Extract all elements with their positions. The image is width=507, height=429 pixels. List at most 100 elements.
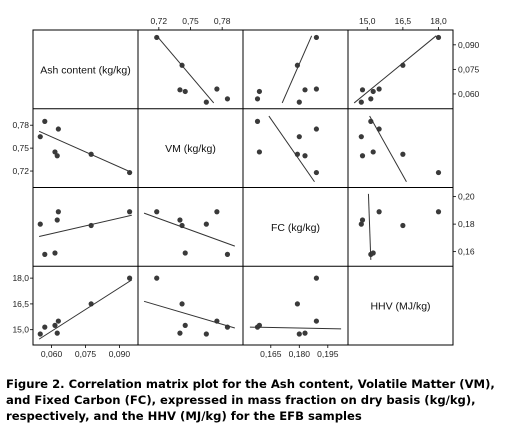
- data-point-vm-vs-hhv: [177, 330, 183, 336]
- tick-label-hhv: 16,5: [395, 16, 412, 26]
- diagonal-label-vm: VM (kg/kg): [165, 143, 216, 155]
- fit-line-fc-vs-vm: [268, 115, 315, 183]
- tick-label-hhv: 15,0: [359, 16, 376, 26]
- tick-label-hhv: 15,0: [12, 325, 29, 335]
- data-point-ash-vs-hhv: [127, 275, 133, 281]
- data-point-fc-vs-hhv: [302, 330, 308, 336]
- fit-line-hhv-vs-ash: [353, 35, 437, 104]
- data-point-ash-vs-hhv: [37, 331, 43, 337]
- fit-line-vm-vs-fc: [143, 212, 236, 247]
- tick-label-fc: 0,20: [458, 192, 475, 202]
- data-point-vm-vs-ash: [154, 34, 160, 41]
- tick-label-fc: 0,195: [317, 349, 339, 359]
- fit-line-fc-vs-hhv: [249, 326, 342, 330]
- data-point-hhv-vs-ash: [435, 34, 442, 41]
- data-point-vm-vs-ash: [203, 99, 209, 105]
- fit-line-ash-vs-hhv: [38, 279, 133, 340]
- tick-label-vm: 0,78: [214, 16, 231, 26]
- data-point-fc-vs-hhv: [256, 322, 262, 328]
- data-point-ash-vs-hhv: [42, 324, 48, 330]
- data-point-hhv-vs-ash: [376, 86, 382, 92]
- data-point-hhv-vs-ash: [370, 88, 376, 95]
- figure-caption: Figure 2. Correlation matrix plot for th…: [6, 377, 495, 423]
- data-point-fc-vs-vm: [296, 134, 302, 140]
- data-point-fc-vs-ash: [302, 87, 308, 93]
- data-point-ash-vs-vm: [55, 126, 61, 132]
- tick-label-fc: 0,18: [458, 219, 475, 229]
- data-point-ash-vs-vm: [52, 149, 58, 155]
- data-point-fc-vs-ash: [313, 34, 319, 41]
- data-point-vm-vs-fc: [154, 209, 160, 215]
- data-point-fc-vs-vm: [313, 169, 319, 176]
- data-point-ash-vs-vm: [42, 118, 48, 124]
- diagonal-label-ash: Ash content (kg/kg): [40, 64, 130, 76]
- data-point-vm-vs-fc: [177, 217, 183, 223]
- data-point-fc-vs-ash: [313, 86, 319, 92]
- data-point-ash-vs-hhv: [52, 322, 58, 328]
- data-point-vm-vs-hhv: [179, 301, 185, 307]
- data-point-hhv-vs-fc: [358, 221, 364, 227]
- tick-label-ash: 0,090: [109, 349, 131, 359]
- data-point-vm-vs-hhv: [182, 322, 188, 328]
- data-point-hhv-vs-vm: [400, 151, 406, 157]
- data-point-ash-vs-fc: [127, 209, 133, 215]
- tick-label-hhv: 18,0: [430, 16, 447, 26]
- tick-label-ash: 0,075: [458, 64, 480, 74]
- diagonal-label-fc: FC (kg/kg): [271, 222, 320, 234]
- data-point-vm-vs-fc: [214, 209, 220, 215]
- data-point-vm-vs-hhv: [154, 275, 160, 281]
- fit-line-hhv-vs-fc: [367, 193, 372, 260]
- data-point-ash-vs-vm: [37, 134, 43, 140]
- tick-label-vm: 0,75: [182, 16, 199, 26]
- data-point-ash-vs-vm: [54, 153, 60, 159]
- data-point-fc-vs-vm: [254, 118, 261, 124]
- data-point-hhv-vs-fc: [359, 217, 366, 223]
- tick-label-fc: 0,16: [458, 247, 475, 257]
- data-point-fc-vs-hhv: [313, 318, 319, 324]
- data-point-fc-vs-ash: [294, 62, 300, 68]
- data-point-vm-vs-ash: [224, 96, 231, 102]
- diagonal-label-hhv: HHV (MJ/kg): [370, 301, 430, 313]
- fit-line-ash-vs-vm: [38, 130, 133, 174]
- tick-label-vm: 0,72: [12, 166, 29, 176]
- fit-line-vm-vs-hhv: [143, 300, 235, 329]
- data-point-ash-vs-fc: [54, 217, 60, 223]
- tick-label-hhv: 18,0: [12, 273, 29, 283]
- data-point-hhv-vs-ash: [358, 99, 364, 105]
- data-point-hhv-vs-ash: [368, 96, 374, 102]
- data-point-fc-vs-hhv: [296, 331, 302, 337]
- data-point-hhv-vs-vm: [370, 149, 376, 155]
- tick-label-fc: 0,180: [289, 349, 311, 359]
- data-point-vm-vs-hhv: [203, 331, 209, 337]
- data-point-hhv-vs-ash: [359, 87, 366, 93]
- fit-line-ash-vs-fc: [39, 214, 132, 237]
- data-point-ash-vs-fc: [42, 251, 48, 257]
- fit-line-vm-vs-ash: [156, 35, 215, 104]
- data-point-vm-vs-fc: [224, 251, 231, 257]
- data-point-ash-vs-fc: [52, 250, 58, 256]
- data-point-fc-vs-ash: [296, 99, 302, 105]
- tick-label-vm: 0,72: [151, 16, 168, 26]
- data-point-fc-vs-hhv: [313, 275, 319, 281]
- data-point-ash-vs-hhv: [54, 330, 60, 336]
- data-point-hhv-vs-fc: [435, 209, 442, 215]
- tick-label-ash: 0,060: [458, 89, 480, 99]
- data-point-fc-vs-ash: [256, 88, 262, 95]
- data-point-hhv-vs-vm: [359, 153, 366, 159]
- fit-line-fc-vs-ash: [281, 35, 313, 104]
- tick-label-ash: 0,075: [75, 349, 97, 359]
- data-point-hhv-vs-vm: [358, 134, 364, 140]
- data-point-ash-vs-fc: [37, 221, 43, 227]
- data-point-hhv-vs-fc: [400, 222, 406, 229]
- tick-label-vm: 0,75: [12, 143, 29, 153]
- data-point-vm-vs-ash: [182, 88, 188, 95]
- data-point-hhv-vs-vm: [435, 169, 442, 176]
- fit-line-hhv-vs-vm: [369, 115, 407, 182]
- data-point-ash-vs-fc: [55, 209, 61, 215]
- data-point-fc-vs-ash: [254, 96, 261, 102]
- data-point-fc-vs-hhv: [294, 301, 300, 307]
- tick-label-ash: 0,090: [458, 40, 480, 50]
- data-point-vm-vs-fc: [182, 250, 188, 256]
- data-point-fc-vs-vm: [302, 153, 308, 159]
